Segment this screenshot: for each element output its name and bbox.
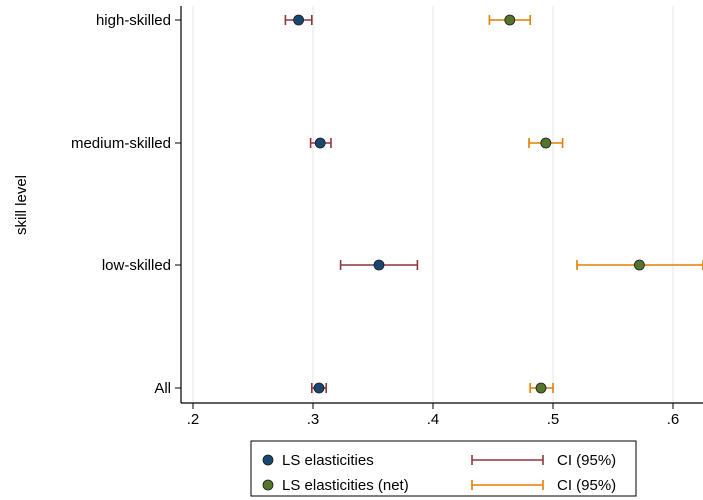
x-tick-label: .5 [547,411,560,428]
data-marks [284,14,703,394]
data-point [314,137,326,149]
data-point [504,14,516,26]
legend: LS elasticities CI (95%) LS elasticities (… [250,440,637,497]
y-tick-label: medium-skilled [71,135,171,152]
data-point [313,382,325,394]
data-point [634,259,645,271]
y-axis-ticks: high-skilled medium-skilled low-skilled All [71,12,181,397]
legend-marker [262,454,274,466]
x-tick-label: .4 [427,411,440,428]
data-point [293,14,305,26]
y-tick-label: low-skilled [102,257,171,274]
legend-label: LS elasticities [282,452,374,469]
legend-ci-marker [471,455,544,465]
legend-ci-label: CI (95%) [557,477,616,494]
legend-ci-marker [471,480,544,490]
gridlines [192,6,674,403]
axes [180,6,703,404]
data-point [535,382,547,394]
x-axis-ticks: .2 .3 .4 .5 .6 [187,403,680,428]
x-tick-label: .3 [307,411,320,428]
y-tick-label: high-skilled [96,12,171,29]
x-tick-label: .6 [667,411,680,428]
legend-marker [262,479,274,491]
legend-ci-label: CI (95%) [557,452,616,469]
y-tick-label: All [154,380,171,397]
x-tick-label: .2 [187,411,200,428]
legend-box [250,440,637,497]
y-axis-label: skill level [13,175,30,235]
legend-label: LS elasticities (net) [282,477,409,494]
data-point [540,137,552,149]
data-point [373,259,385,271]
